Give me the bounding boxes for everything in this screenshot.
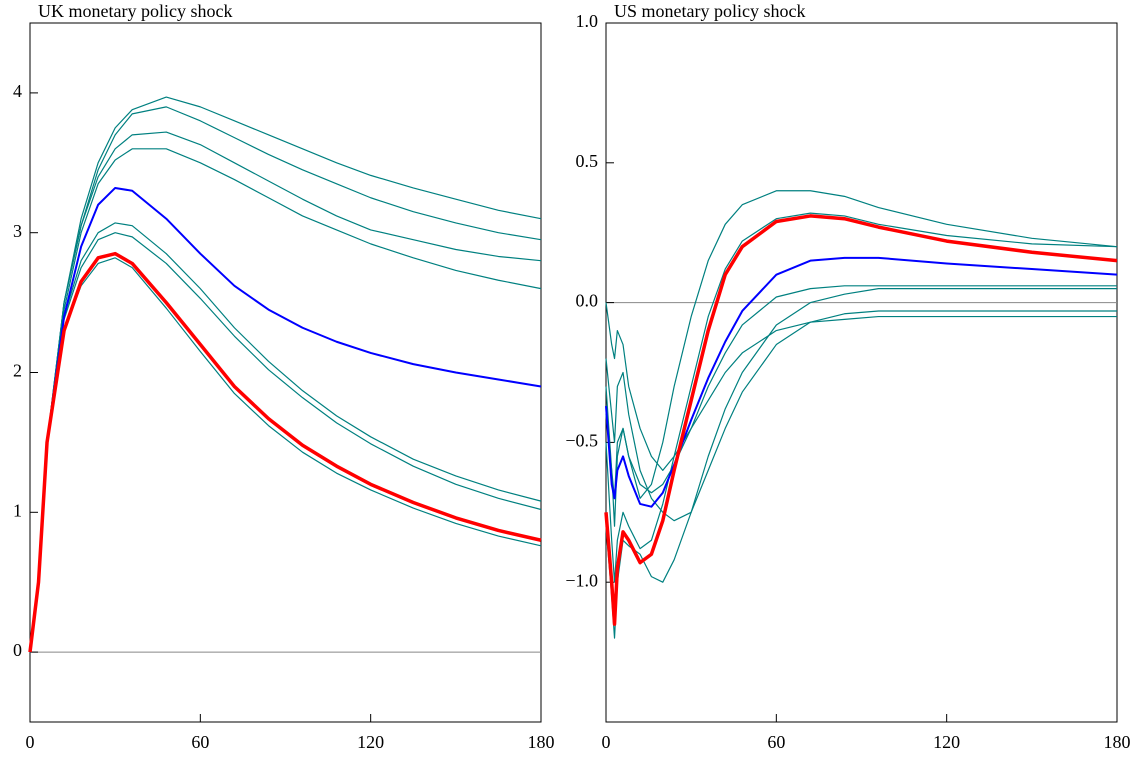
x-tick-label: 180 <box>1104 732 1131 752</box>
y-tick-label: −0.5 <box>565 431 598 451</box>
y-tick-label: 0 <box>13 640 22 660</box>
y-tick-label: 3 <box>13 221 22 241</box>
series-line <box>605 256 1118 508</box>
x-tick-label: 120 <box>357 732 384 752</box>
series-line <box>28 251 542 653</box>
y-tick-label: 1 <box>13 500 22 520</box>
x-tick-label: 0 <box>26 732 35 752</box>
plot-frame <box>29 22 542 723</box>
series-line <box>605 212 1118 583</box>
series-line <box>29 106 542 653</box>
x-tick-label: 180 <box>528 732 555 752</box>
series-line <box>605 190 1118 527</box>
plot-frame <box>605 22 1118 723</box>
y-tick-label: −1.0 <box>565 570 598 590</box>
series-line <box>29 131 542 653</box>
y-tick-label: 4 <box>13 81 22 101</box>
series-line <box>29 222 542 653</box>
y-tick-label: 1.0 <box>576 11 599 31</box>
x-tick-label: 120 <box>933 732 960 752</box>
x-tick-label: 0 <box>602 732 611 752</box>
series-line <box>605 288 1117 639</box>
y-tick-label: 0.0 <box>576 291 599 311</box>
x-tick-label: 60 <box>767 732 785 752</box>
panel-title: UK monetary policy shock <box>38 1 232 21</box>
x-tick-label: 60 <box>191 732 209 752</box>
series-line <box>29 232 542 653</box>
series-line <box>605 310 1117 522</box>
series-line <box>604 214 1118 626</box>
y-tick-label: 0.5 <box>576 151 599 171</box>
series-line <box>29 257 542 653</box>
y-tick-label: 2 <box>13 361 22 381</box>
series-line <box>29 186 542 653</box>
series-line <box>605 285 1117 499</box>
panel-title: US monetary policy shock <box>614 1 805 21</box>
series-line <box>29 148 542 653</box>
